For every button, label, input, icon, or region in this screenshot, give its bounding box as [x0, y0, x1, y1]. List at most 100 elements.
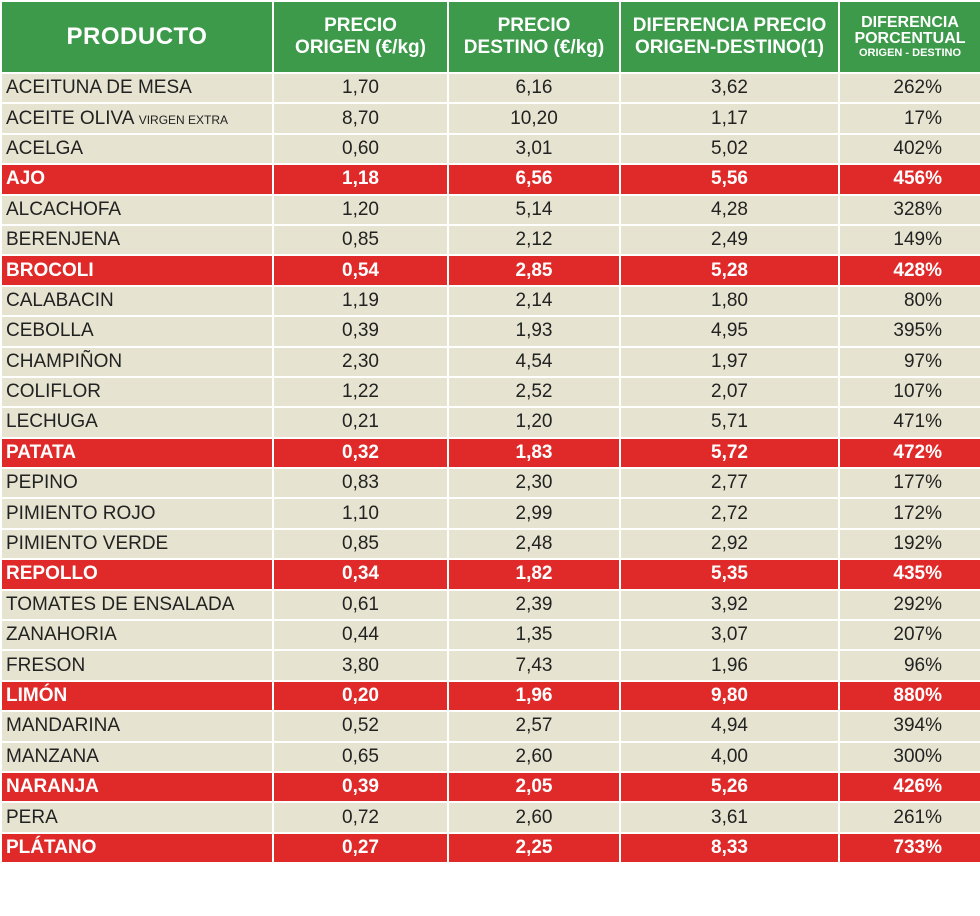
- cell-precio-destino: 4,54: [447, 345, 621, 378]
- table-row: MANDARINA 0,52 2,57 4,94 394%: [0, 710, 980, 743]
- cell-porcentaje: 733%: [838, 831, 980, 865]
- cell-producto: BROCOLI: [0, 254, 274, 287]
- cell-diferencia: 5,56: [619, 163, 840, 196]
- cell-porcentaje: 435%: [838, 558, 980, 591]
- cell-diferencia: 5,26: [619, 770, 840, 804]
- producto-name: MANZANA: [6, 745, 99, 767]
- cell-producto: REPOLLO: [0, 558, 274, 591]
- cell-precio-destino: 6,56: [447, 163, 621, 196]
- cell-porcentaje: 328%: [838, 193, 980, 226]
- cell-precio-destino: 2,60: [447, 801, 621, 834]
- cell-precio-origen: 1,10: [272, 497, 449, 530]
- table-header: PRODUCTO PRECIO ORIGEN (€/kg) PRECIO DES…: [0, 0, 980, 74]
- cell-diferencia: 1,17: [619, 102, 840, 135]
- cell-precio-destino: 2,85: [447, 254, 621, 287]
- producto-name: MANDARINA: [6, 715, 121, 737]
- cell-precio-destino: 2,05: [447, 770, 621, 804]
- cell-porcentaje: 192%: [838, 527, 980, 561]
- cell-producto: TOMATES DE ENSALADA: [0, 588, 274, 622]
- header-precio-origen-line2: ORIGEN (€/kg): [295, 37, 426, 58]
- table-row: ZANAHORIA 0,44 1,35 3,07 207%: [0, 619, 980, 652]
- cell-porcentaje: 207%: [838, 619, 980, 652]
- cell-precio-origen: 0,54: [272, 254, 449, 287]
- cell-porcentaje: 17%: [838, 102, 980, 135]
- cell-producto: PLÁTANO: [0, 831, 274, 865]
- producto-name: COLIFLOR: [6, 381, 102, 403]
- cell-producto: PIMIENTO ROJO: [0, 497, 274, 530]
- cell-precio-origen: 3,80: [272, 649, 449, 682]
- table-row: BERENJENA 0,85 2,12 2,49 149%: [0, 223, 980, 257]
- cell-precio-destino: 3,01: [447, 132, 621, 166]
- cell-diferencia: 3,92: [619, 588, 840, 622]
- cell-diferencia: 2,92: [619, 527, 840, 561]
- cell-precio-origen: 1,70: [272, 71, 449, 105]
- cell-producto: AJO: [0, 163, 274, 196]
- cell-precio-origen: 0,85: [272, 223, 449, 257]
- cell-precio-origen: 0,44: [272, 619, 449, 652]
- cell-precio-destino: 2,52: [447, 375, 621, 409]
- producto-name: ACELGA: [6, 137, 84, 159]
- cell-diferencia: 2,49: [619, 223, 840, 257]
- cell-diferencia: 1,97: [619, 345, 840, 378]
- table-row: ACEITUNA DE MESA 1,70 6,16 3,62 262%: [0, 71, 980, 105]
- cell-producto: LECHUGA: [0, 406, 274, 439]
- cell-precio-destino: 10,20: [447, 102, 621, 135]
- cell-diferencia: 1,80: [619, 284, 840, 318]
- cell-precio-origen: 1,22: [272, 375, 449, 409]
- cell-precio-destino: 1,83: [447, 436, 621, 470]
- cell-precio-origen: 0,39: [272, 770, 449, 804]
- producto-name: ACEITUNA DE MESA: [6, 77, 192, 99]
- table-row: ACELGA 0,60 3,01 5,02 402%: [0, 132, 980, 166]
- cell-porcentaje: 80%: [838, 284, 980, 318]
- cell-porcentaje: 471%: [838, 406, 980, 439]
- table-row: REPOLLO 0,34 1,82 5,35 435%: [0, 558, 980, 591]
- header-porcentual-line2: PORCENTUAL: [854, 30, 966, 47]
- cell-porcentaje: 107%: [838, 375, 980, 409]
- cell-porcentaje: 262%: [838, 71, 980, 105]
- cell-precio-destino: 2,57: [447, 710, 621, 743]
- cell-precio-origen: 0,60: [272, 132, 449, 166]
- header-producto-label: PRODUCTO: [66, 23, 208, 51]
- cell-producto: COLIFLOR: [0, 375, 274, 409]
- producto-name: ACEITE OLIVA: [6, 107, 139, 129]
- cell-precio-origen: 0,34: [272, 558, 449, 591]
- cell-precio-destino: 1,35: [447, 619, 621, 652]
- cell-producto: PEPINO: [0, 467, 274, 500]
- cell-producto: ACEITE OLIVA VIRGEN EXTRA: [0, 102, 274, 135]
- cell-precio-origen: 0,61: [272, 588, 449, 622]
- cell-precio-destino: 6,16: [447, 71, 621, 105]
- cell-precio-origen: 0,20: [272, 679, 449, 713]
- cell-precio-destino: 5,14: [447, 193, 621, 226]
- cell-diferencia: 8,33: [619, 831, 840, 865]
- header-row: PRODUCTO PRECIO ORIGEN (€/kg) PRECIO DES…: [0, 0, 980, 74]
- header-precio-origen: PRECIO ORIGEN (€/kg): [272, 0, 449, 74]
- cell-producto: ALCACHOFA: [0, 193, 274, 226]
- cell-precio-destino: 2,12: [447, 223, 621, 257]
- cell-porcentaje: 394%: [838, 710, 980, 743]
- cell-precio-origen: 0,72: [272, 801, 449, 834]
- cell-precio-origen: 0,27: [272, 831, 449, 865]
- producto-name: BROCOLI: [6, 259, 94, 281]
- table-row: PERA 0,72 2,60 3,61 261%: [0, 801, 980, 834]
- table-row: FRESON 3,80 7,43 1,96 96%: [0, 649, 980, 682]
- producto-name: ZANAHORIA: [6, 624, 117, 646]
- producto-name: PEPINO: [6, 472, 78, 494]
- header-precio-destino: PRECIO DESTINO (€/kg): [447, 0, 621, 74]
- table-row: PIMIENTO VERDE 0,85 2,48 2,92 192%: [0, 527, 980, 561]
- cell-diferencia: 5,71: [619, 406, 840, 439]
- producto-name: AJO: [6, 168, 46, 190]
- cell-porcentaje: 177%: [838, 467, 980, 500]
- cell-diferencia: 5,72: [619, 436, 840, 470]
- cell-producto: CEBOLLA: [0, 315, 274, 348]
- header-porcentual-line1: DIFERENCIA: [861, 14, 959, 31]
- cell-precio-destino: 1,20: [447, 406, 621, 439]
- table-row: CHAMPIÑON 2,30 4,54 1,97 97%: [0, 345, 980, 378]
- table-row: ALCACHOFA 1,20 5,14 4,28 328%: [0, 193, 980, 226]
- header-precio-destino-line1: PRECIO: [497, 15, 571, 37]
- cell-precio-origen: 0,85: [272, 527, 449, 561]
- cell-diferencia: 2,07: [619, 375, 840, 409]
- table-row: LIMÓN 0,20 1,96 9,80 880%: [0, 679, 980, 713]
- cell-porcentaje: 428%: [838, 254, 980, 287]
- cell-porcentaje: 97%: [838, 345, 980, 378]
- cell-precio-origen: 1,19: [272, 284, 449, 318]
